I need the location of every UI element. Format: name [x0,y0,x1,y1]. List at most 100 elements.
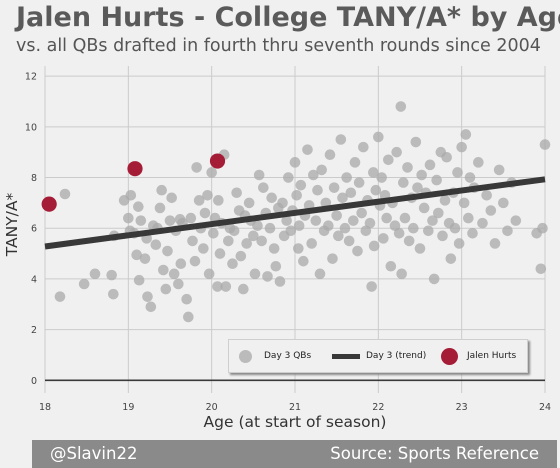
day3-point [441,151,452,163]
day3-point [235,250,247,262]
day3-point [410,136,422,148]
day3-point [150,239,162,251]
day3-point [424,159,436,171]
chart-subtitle: vs. all QBs drafted in fourth thru seven… [16,36,541,56]
day3-point [238,283,249,295]
day3-point [223,235,234,247]
day3-point [418,202,430,214]
day3-point [162,245,173,257]
day3-point [412,182,423,193]
legend-item-day3: Day 3 QBs [239,340,311,372]
day3-point [291,189,302,201]
day3-point [431,174,442,186]
day3-point [160,283,172,295]
day3-point [485,205,497,216]
legend-label-hurts: Jalen Hurts [467,351,517,361]
day3-point [473,157,484,168]
day3-point [331,210,342,221]
day3-point [133,201,144,212]
day3-point [427,215,438,226]
hurts-point [41,196,57,212]
day3-point [270,260,282,272]
day3-point [191,162,202,173]
x-tick-label: 20 [206,402,218,413]
day3-point [373,131,384,143]
day3-point [437,230,448,242]
day3-point [489,238,501,249]
day3-point [452,167,463,178]
day3-point [391,146,402,158]
day3-point [228,225,240,237]
day3-point [198,243,209,254]
day3-point [314,268,326,280]
day3-point [295,179,307,191]
chart-legend: Day 3 QBs Day 3 (trend) Jalen Hurts [228,339,528,373]
day3-point [402,162,413,173]
day3-point [173,278,184,290]
day3-point [399,212,411,224]
day3-point [231,187,242,199]
day3-point [227,258,238,270]
day3-point [243,197,255,209]
day3-point [403,235,415,247]
day3-point [214,248,226,259]
day3-point [158,264,169,276]
chart-title: Jalen Hurts - College TANY/A* by Age [16,2,560,33]
day3-point [383,154,394,166]
y-tick-label: 0 [31,376,37,387]
day3-point [395,101,407,112]
day3-point [323,220,334,231]
day3-point [353,177,365,188]
day3-point [253,169,265,181]
day3-point [59,188,71,200]
day3-point [339,222,351,234]
legend-item-hurts: Jalen Hurts [441,340,516,372]
day3-point [337,192,348,204]
hurts-points [41,153,226,212]
day3-point [433,207,444,219]
day3-point [264,222,276,234]
day3-point [142,291,153,302]
day3-point [416,169,427,181]
day3-point [135,215,147,226]
legend-item-trend: Day 3 (trend) [332,340,426,372]
day3-point [464,172,476,183]
day3-point [283,172,294,183]
legend-label-day3: Day 3 QBs [264,351,312,361]
day3-point [125,189,137,201]
day3-point [164,215,176,226]
day3-point [281,215,292,226]
day3-point [220,281,232,292]
day3-point [187,235,198,247]
day3-point [408,222,419,234]
y-tick-label: 8 [31,173,37,184]
footer-source: Source: Sports Reference [330,444,539,463]
day3-point [293,243,304,254]
day3-point [306,238,317,249]
x-tick-labels: 18 19 20 21 22 23 24 [39,402,551,413]
day3-point [414,243,426,254]
day3-point [316,164,327,176]
day3-point [106,269,117,281]
day3-point [193,195,205,206]
day3-point [310,215,322,226]
footer-bar: @Slavin22 Source: Sports Reference [32,440,557,468]
day3-point [327,253,338,264]
day3-point [366,281,377,292]
day3-point [252,220,263,231]
day3-point [349,157,361,168]
day3-point [445,253,457,264]
x-tick-label: 24 [539,402,551,413]
day3-point [341,172,352,183]
y-tick-label: 2 [31,325,37,336]
day3-point [212,281,223,292]
day3-point [423,225,434,237]
day3-point [537,222,548,234]
day3-point [108,288,119,300]
day3-point [535,263,547,275]
day3-point [343,235,355,247]
day3-point [156,184,167,196]
x-tick-label: 23 [456,402,468,413]
day3-point [328,182,340,193]
